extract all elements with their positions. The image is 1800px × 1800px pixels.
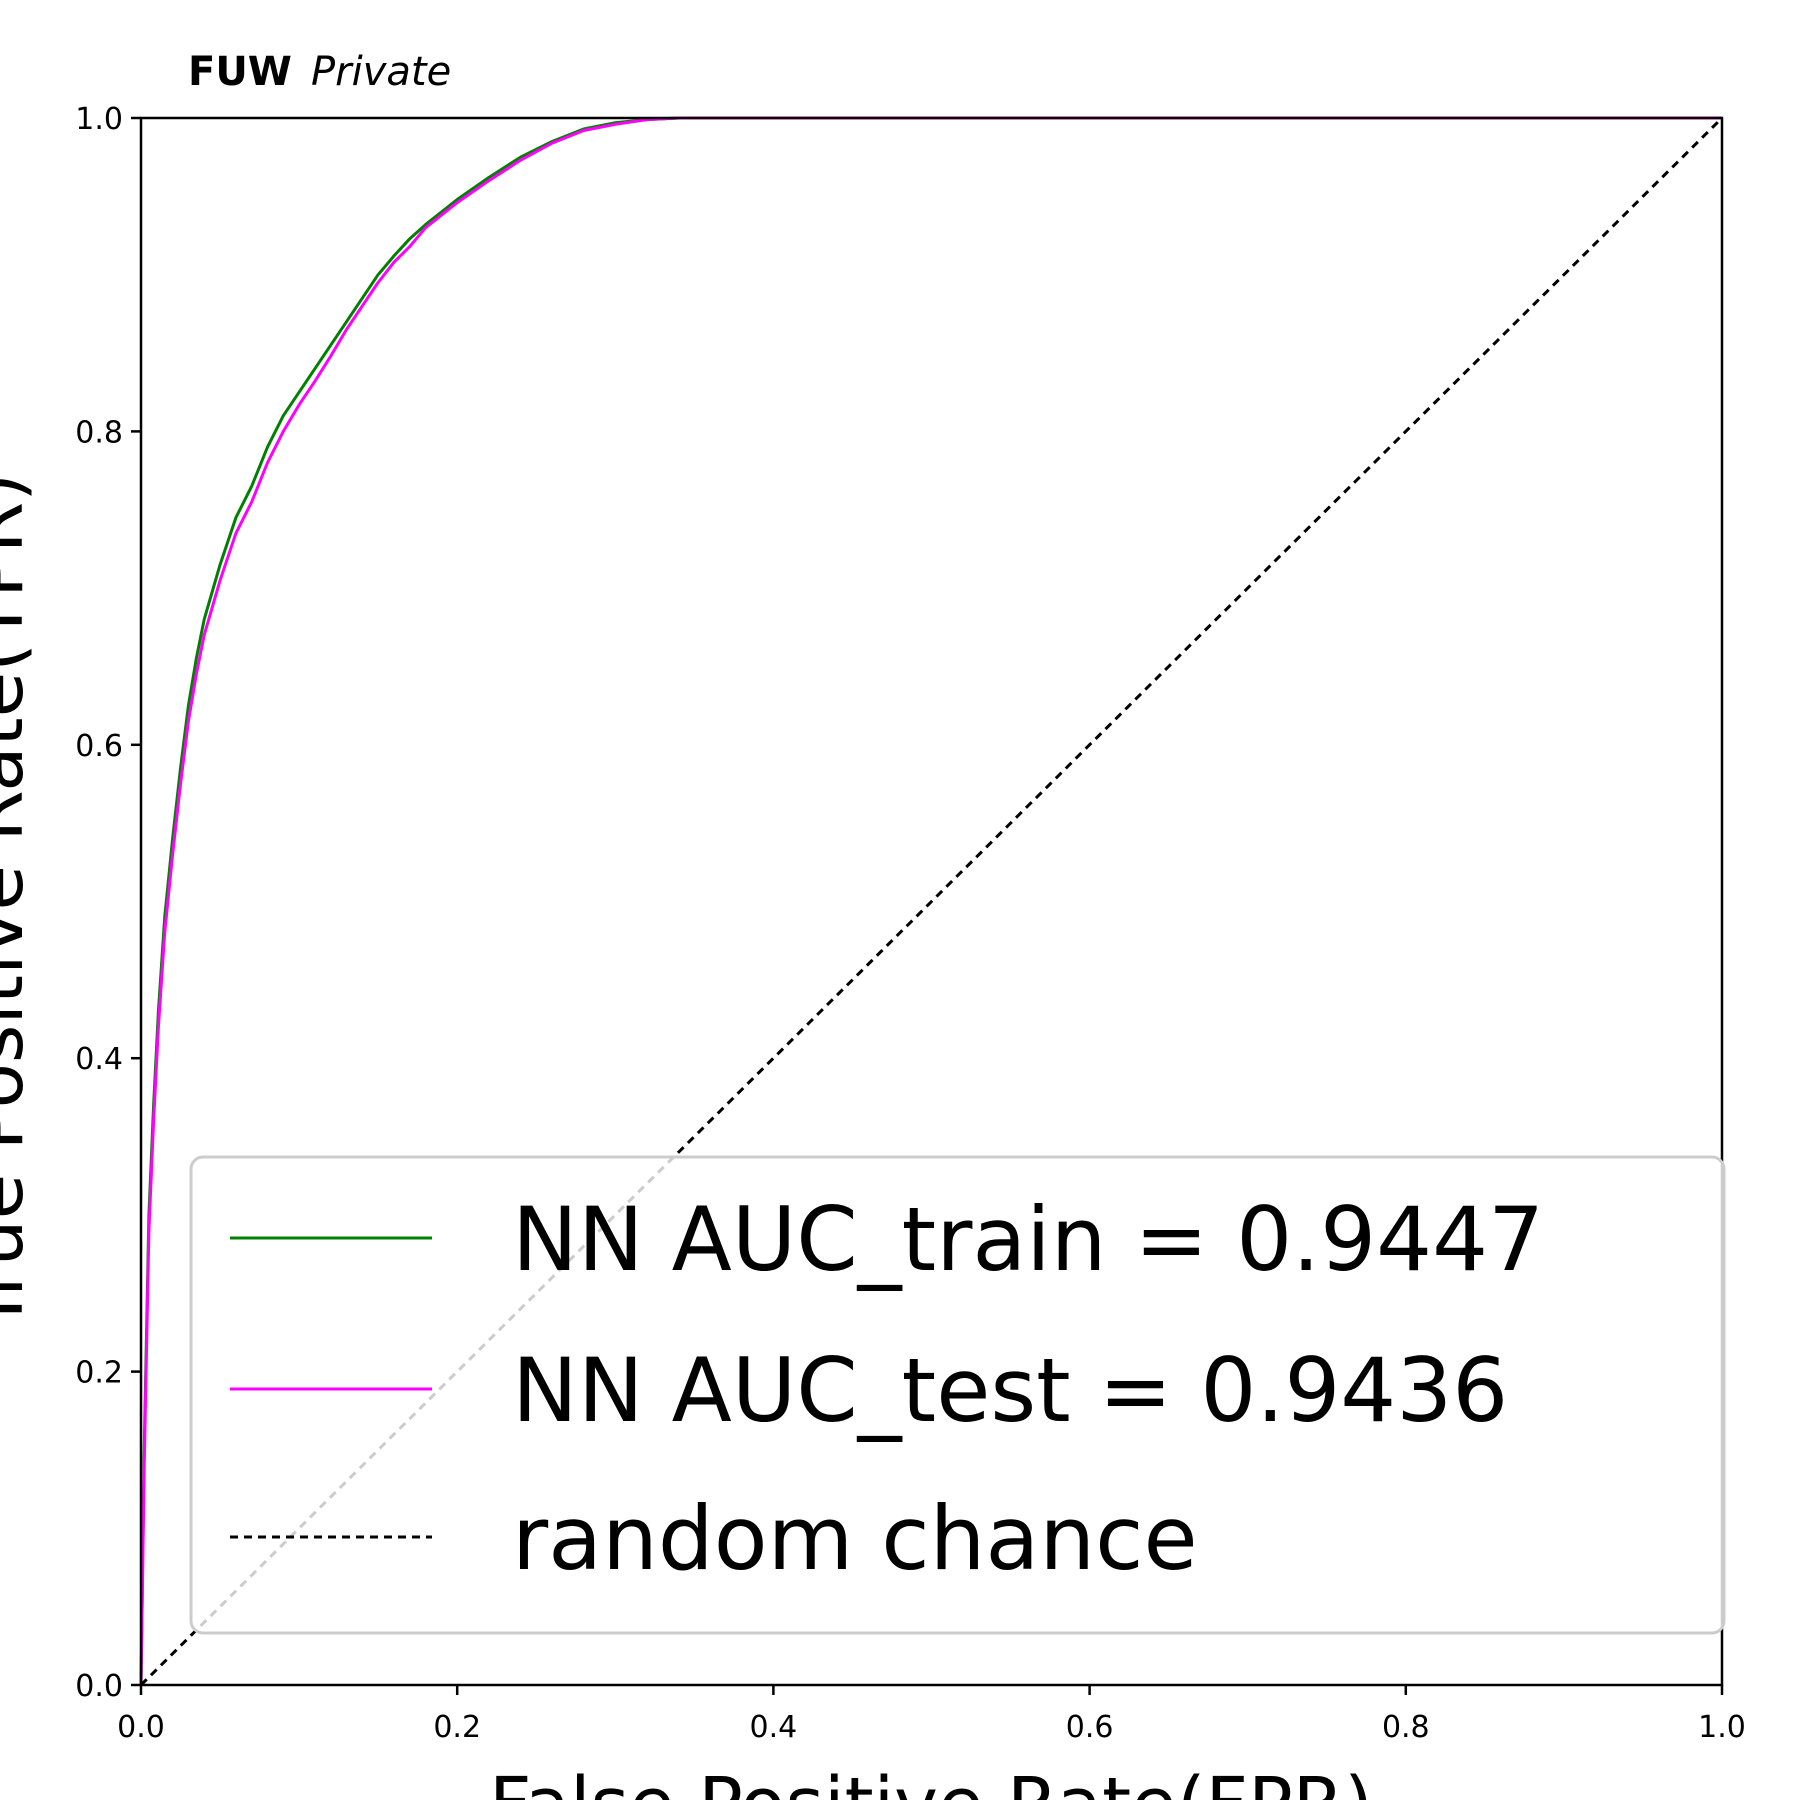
legend-box bbox=[189, 1155, 1726, 1635]
chart-title: FUW Private bbox=[188, 49, 451, 95]
y-tick-label: 0.6 bbox=[75, 729, 123, 764]
chart-title-italic: Private bbox=[311, 49, 451, 95]
x-tick-label: 0.6 bbox=[1066, 1710, 1114, 1745]
x-tick-label: 0.8 bbox=[1382, 1710, 1430, 1745]
chart-title-bold: FUW bbox=[188, 49, 292, 95]
legend-label-random: random chance bbox=[512, 1487, 1198, 1590]
y-axis-label: True Positive Rate(TPR) bbox=[0, 473, 40, 1332]
y-tick-label: 0.2 bbox=[75, 1356, 123, 1391]
x-tick-label: 0.0 bbox=[117, 1710, 165, 1745]
tick-layer: 0.0 0.2 0.4 0.6 0.8 1.0 0.0 0.2 0.4 0.6 0.8 1.0 bbox=[75, 102, 1746, 1745]
axes-frame bbox=[139, 116, 1724, 1687]
legend-label-train: NN AUC_train = 0.9447 bbox=[512, 1188, 1544, 1291]
legend-label-test: NN AUC_test = 0.9436 bbox=[512, 1339, 1508, 1442]
x-tick-label: 0.2 bbox=[433, 1710, 481, 1745]
y-tick-label: 0.8 bbox=[75, 415, 123, 450]
y-tick-label: 1.0 bbox=[75, 102, 123, 137]
y-tick-label: 0.0 bbox=[75, 1669, 123, 1704]
y-tick-label: 0.4 bbox=[75, 1042, 123, 1077]
x-tick-label: 0.4 bbox=[750, 1710, 798, 1745]
legend: NN AUC_train = 0.9447 NN AUC_test = 0.94… bbox=[189, 1155, 1726, 1635]
x-axis-label: False Positive Rate(FPR) bbox=[489, 1762, 1373, 1800]
x-tick-label: 1.0 bbox=[1698, 1710, 1746, 1745]
